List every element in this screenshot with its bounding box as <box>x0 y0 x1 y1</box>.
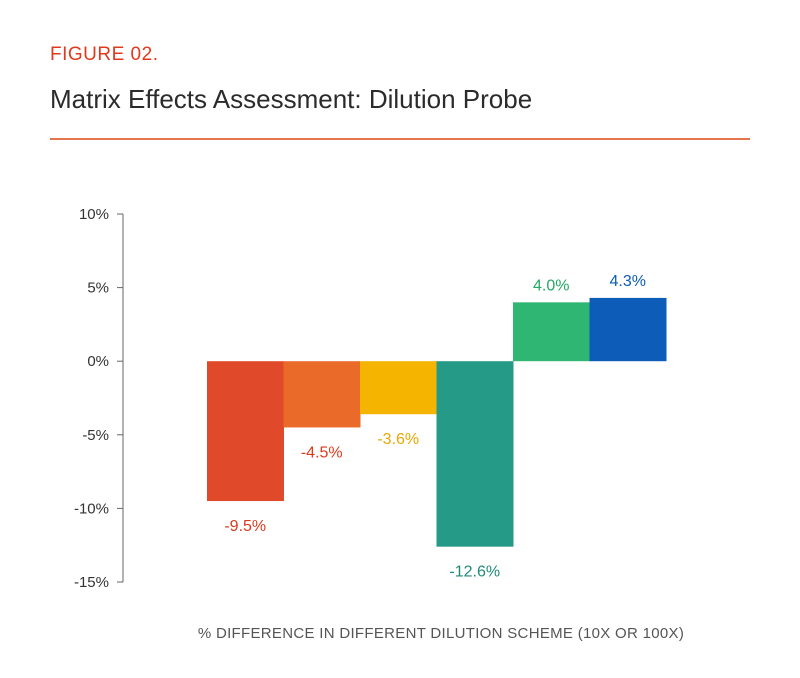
y-tick-label: 10% <box>79 206 109 223</box>
data-label: 4.3% <box>610 273 646 290</box>
figure-label: FIGURE 02. <box>50 44 159 65</box>
data-label: -9.5% <box>224 518 266 535</box>
bar <box>207 361 284 502</box>
data-label: -3.6% <box>377 431 419 448</box>
bars <box>207 297 667 547</box>
data-label: 4.0% <box>533 277 569 294</box>
y-tick-label: -10% <box>74 500 109 517</box>
y-tick-label: -5% <box>82 427 109 444</box>
y-tick-label: -15% <box>74 574 109 591</box>
bar <box>436 361 514 547</box>
page-title: Matrix Effects Assessment: Dilution Prob… <box>50 84 533 114</box>
bar <box>589 297 667 362</box>
bar <box>360 361 437 415</box>
y-axis: 10% 5% 0% -5% -10% -15% <box>74 206 124 591</box>
y-tick-label: 0% <box>87 353 109 370</box>
data-labels: -9.5% -4.5% -3.6% -12.6% 4.0% 4.3% <box>224 273 646 581</box>
title-divider <box>50 138 750 140</box>
data-label: -4.5% <box>301 444 343 461</box>
data-label: -12.6% <box>449 564 500 581</box>
x-axis-title: % DIFFERENCE IN DIFFERENT DILUTION SCHEM… <box>198 625 684 642</box>
y-tick-label: 5% <box>87 280 109 297</box>
bar <box>283 361 361 428</box>
bar <box>513 302 590 362</box>
